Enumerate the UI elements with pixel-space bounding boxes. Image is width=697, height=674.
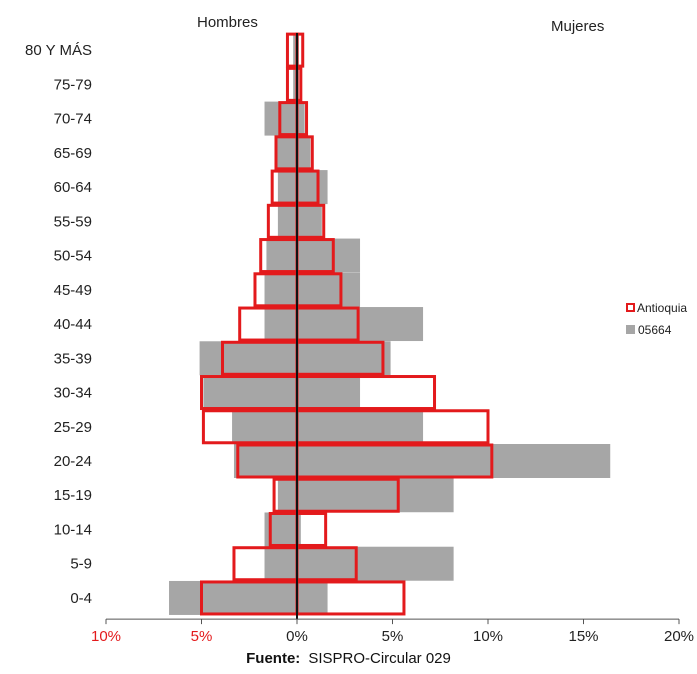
bar-05664-men-0-4 [169,580,297,615]
men-side-label: Hombres [197,14,258,31]
bar-05664-men-25-29 [232,409,297,444]
legend: Antioquia 05664 [626,301,687,337]
bar-05664-women-30-34 [297,375,361,410]
bar-05664-men-75-79 [293,67,297,102]
age-label-65-69: 65-69 [54,145,92,162]
legend-label-antioquia: Antioquia [637,301,687,315]
bar-05664-men-20-24 [233,444,297,478]
bar-05664-men-50-54 [266,238,297,273]
bar-05664-women-70-74 [297,101,305,136]
bar-05664-women-20-24 [297,444,611,478]
bar-05664-women-60-64 [297,170,328,205]
age-label-25-29: 25-29 [54,419,92,436]
bar-05664-women-55-59 [297,204,322,239]
x-tick-label-10%: 10% [91,628,121,645]
age-label-15-19: 15-19 [54,487,92,504]
legend-swatch-antioquia [626,303,635,312]
bar-05664-men-45-49 [264,272,297,307]
age-label-35-39: 35-39 [54,350,92,367]
age-label-5-9: 5-9 [70,556,92,573]
bar-05664-men-5-9 [264,546,297,581]
bar-05664-men-80 Y MÁS [293,33,297,68]
bar-05664-women-25-29 [297,409,424,444]
source-text: SISPRO-Circular 029 [308,650,451,667]
age-label-70-74: 70-74 [54,111,92,128]
legend-label-05664: 05664 [638,323,672,337]
bar-05664-women-0-4 [297,580,328,615]
bar-05664-women-65-69 [297,135,311,170]
bar-05664-men-60-64 [277,170,297,205]
age-group-labels: 80 Y MÁS 75-79 70-74 65-69 60-64 55-59 50-54 45… [25,42,92,607]
age-label-10-14: 10-14 [54,521,92,538]
bar-05664-men-30-34 [203,375,297,410]
bar-antioquia-women-10-14 [295,511,328,547]
age-label-45-49: 45-49 [54,282,92,299]
age-label-60-64: 60-64 [54,179,92,196]
women-side-label: Mujeres [551,18,604,35]
series-05664-bars [169,33,611,615]
bar-05664-women-40-44 [297,307,424,342]
bar-05664-women-35-39 [297,341,391,376]
age-label-0-4: 0-4 [70,590,92,607]
bar-05664-women-15-19 [297,478,454,513]
age-label-80 Y MÁS: 80 Y MÁS [25,42,92,59]
bar-05664-women-50-54 [297,238,361,273]
age-label-20-24: 20-24 [54,453,92,470]
age-label-30-34: 30-34 [54,385,92,402]
bar-05664-men-65-69 [275,135,297,170]
bar-05664-women-5-9 [297,546,454,581]
x-axis-ticks: 10% 5% 0% 5% 10% 15% 20% [91,619,694,645]
legend-swatch-05664 [626,325,635,334]
age-label-40-44: 40-44 [54,316,92,333]
bar-05664-men-55-59 [277,204,297,239]
bar-05664-women-45-49 [297,272,361,307]
age-label-50-54: 50-54 [54,248,92,265]
x-tick-label-0%: 0% [286,628,308,645]
x-tick-label-20%: 20% [664,628,694,645]
age-label-75-79: 75-79 [54,76,92,93]
source-label: Fuente: [246,650,301,667]
x-tick-label-5%: 5% [191,628,213,645]
bar-05664-men-15-19 [277,478,297,513]
age-label-55-59: 55-59 [54,213,92,230]
source-note: Fuente: SISPRO-Circular 029 [0,650,697,667]
x-tick-label-5%: 5% [382,628,404,645]
bar-05664-men-40-44 [264,307,297,342]
x-tick-label-10%: 10% [473,628,503,645]
bar-05664-women-10-14 [297,512,301,547]
x-tick-label-15%: 15% [568,628,598,645]
bar-05664-men-35-39 [199,341,297,376]
